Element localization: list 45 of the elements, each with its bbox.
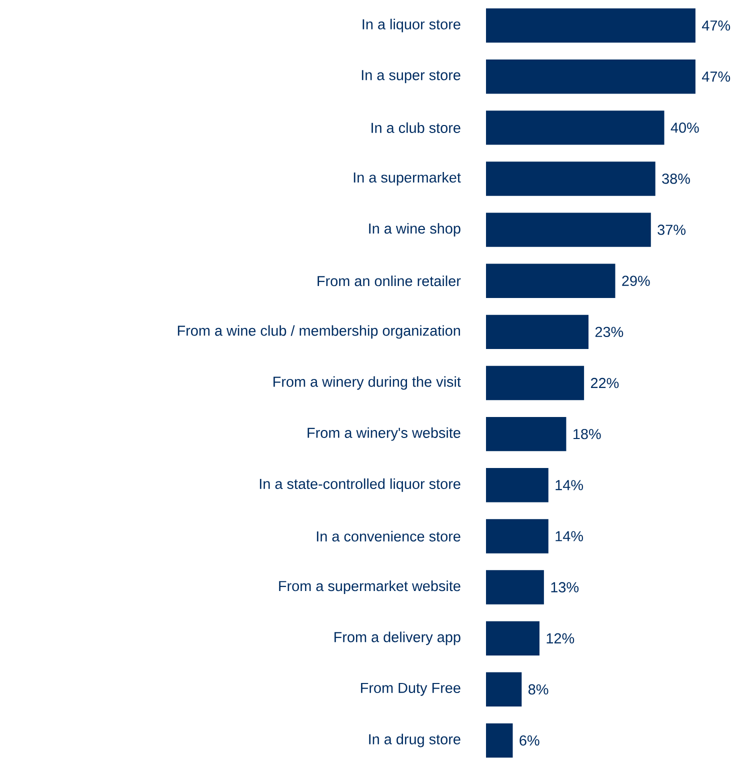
bar bbox=[486, 314, 588, 350]
bar bbox=[486, 416, 566, 452]
bar bbox=[486, 570, 544, 604]
y-tick-label: From a winery's website bbox=[308, 427, 460, 441]
y-tick-label: In a club store bbox=[372, 122, 460, 133]
y-tick-label: In a drug store bbox=[369, 734, 460, 748]
bar bbox=[486, 468, 548, 502]
data-label: 22% bbox=[590, 378, 619, 388]
data-label: 23% bbox=[595, 326, 624, 338]
data-label: 14% bbox=[556, 480, 583, 490]
y-tick-label: In a convenience store bbox=[316, 530, 460, 542]
y-tick-label: From a delivery app bbox=[334, 632, 460, 646]
y-tick-label: In a wine shop bbox=[369, 223, 460, 237]
y-tick-label: From an online retailer bbox=[318, 276, 461, 286]
data-label: 47% bbox=[702, 72, 730, 82]
bar bbox=[486, 8, 696, 43]
bar bbox=[486, 621, 540, 656]
data-label: 38% bbox=[662, 174, 690, 184]
bar bbox=[486, 723, 513, 758]
data-label: 18% bbox=[574, 428, 601, 440]
data-label: 14% bbox=[556, 531, 583, 542]
bar bbox=[486, 366, 584, 400]
data-label: 37% bbox=[658, 224, 686, 235]
y-tick-label: In a supermarket bbox=[354, 172, 461, 186]
bar bbox=[486, 672, 522, 707]
data-label: 6% bbox=[520, 735, 540, 746]
bar bbox=[486, 59, 696, 94]
bar bbox=[486, 264, 616, 298]
data-label: 13% bbox=[551, 582, 579, 592]
y-tick-label: From a supermarket website bbox=[279, 580, 460, 594]
bar bbox=[486, 162, 656, 196]
y-tick-label: In a super store bbox=[362, 70, 460, 84]
data-label: 12% bbox=[546, 633, 574, 644]
bar bbox=[486, 110, 664, 145]
data-label: 47% bbox=[702, 20, 730, 31]
data-label: 8% bbox=[528, 684, 548, 695]
y-tick-label: From a winery during the visit bbox=[274, 376, 461, 390]
bar bbox=[486, 519, 548, 554]
y-tick-label: In a state-controlled liquor store bbox=[260, 478, 460, 492]
y-tick-label: From a wine club / membership organization bbox=[178, 325, 460, 339]
data-label: 29% bbox=[622, 276, 650, 286]
y-tick-label: In a liquor store bbox=[362, 18, 460, 32]
bar bbox=[486, 212, 651, 247]
data-label: 40% bbox=[670, 122, 699, 133]
y-tick-label: From Duty Free bbox=[361, 682, 460, 696]
